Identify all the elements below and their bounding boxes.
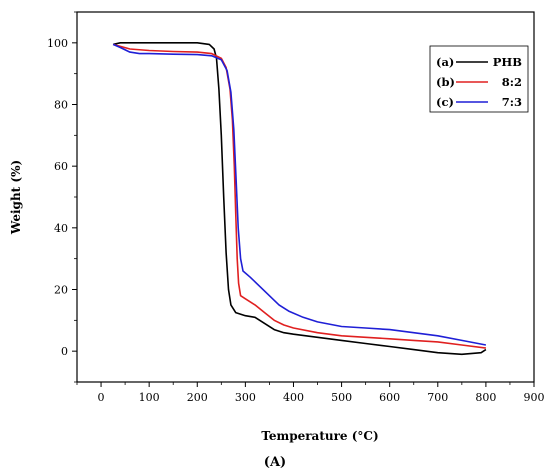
x-tick-label: 200 [187, 391, 208, 404]
y-tick-label: 60 [54, 160, 68, 173]
x-tick-label: 100 [139, 391, 160, 404]
legend-label: 8:2 [502, 75, 522, 89]
legend-prefix: (b) [436, 75, 455, 89]
legend-prefix: (c) [436, 95, 454, 109]
x-tick-label: 900 [524, 391, 545, 404]
x-tick-label: 800 [475, 391, 496, 404]
legend: (a) PHB (b) 8:2 (c) 7:3 [429, 45, 529, 113]
x-tick-label: 300 [235, 391, 256, 404]
panel-label: (A) [264, 455, 286, 470]
y-tick-label: 0 [61, 345, 68, 358]
series-line-8:2 [112, 43, 487, 349]
series-layer [112, 42, 487, 356]
x-tick-label: 600 [379, 391, 400, 404]
y-axis-ticks: 0 20 40 60 80 100 [47, 11, 77, 383]
y-tick-label: 40 [54, 222, 68, 235]
y-tick-label: 80 [54, 99, 68, 112]
x-tick-label: 500 [331, 391, 352, 404]
y-tick-label: 20 [54, 284, 68, 297]
x-axis-title: Temperature (°C) [261, 429, 378, 443]
legend-label: 7:3 [502, 95, 522, 109]
legend-label: PHB [493, 55, 523, 69]
legend-prefix: (a) [436, 55, 454, 69]
legend-box [429, 45, 529, 113]
series-line-7:3 [112, 43, 487, 346]
x-axis-ticks: 0 100 200 300 400 500 600 700 800 900 [76, 382, 545, 404]
x-tick-label: 700 [427, 391, 448, 404]
x-tick-label: 400 [283, 391, 304, 404]
legend-entries: (a) PHB (b) 8:2 (c) 7:3 [436, 55, 522, 109]
x-tick-label: 0 [98, 391, 105, 404]
series-line-PHB [112, 42, 487, 356]
y-axis-title: Weight (%) [9, 160, 23, 235]
y-tick-label: 100 [47, 37, 68, 50]
